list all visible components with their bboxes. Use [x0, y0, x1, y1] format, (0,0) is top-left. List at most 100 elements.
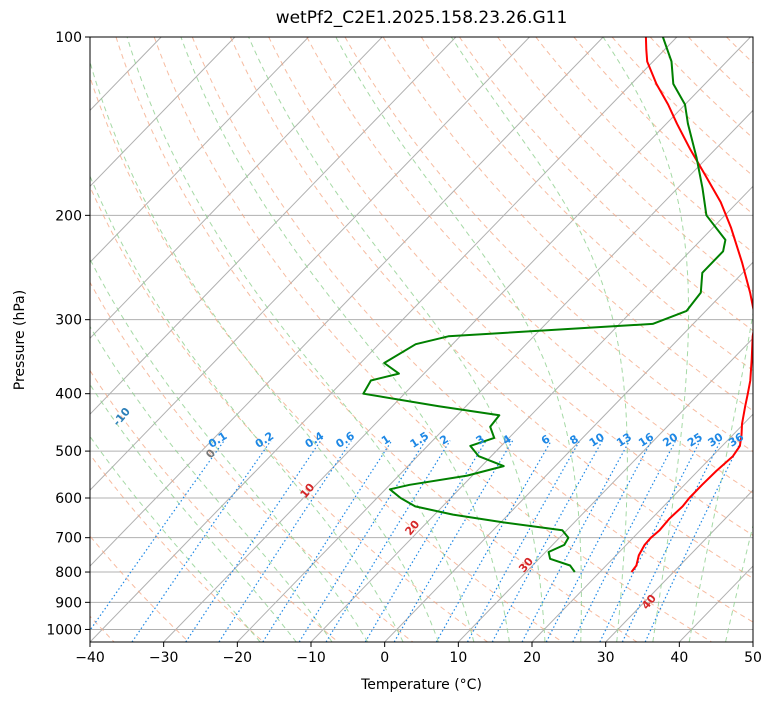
isotherm-line [457, 337, 753, 642]
y-tick-label: 500 [55, 444, 82, 460]
moist-adiabat-line [248, 37, 546, 642]
dry-adiabat-line [90, 615, 115, 642]
mixing-ratio-line [185, 440, 322, 642]
y-tick-label: 1000 [46, 622, 82, 638]
x-tick-label: −10 [296, 650, 326, 666]
mixing-ratio-label: 0.1 [206, 429, 229, 451]
isotherm-line [384, 261, 753, 642]
moist-adiabat-line [90, 383, 297, 642]
mixing-ratio-line [644, 440, 742, 642]
moist-adiabat-line [450, 37, 628, 642]
isotherm-line [752, 641, 753, 642]
y-tick-label: 800 [55, 565, 82, 581]
y-tick-label: 700 [55, 531, 82, 547]
mixing-ratio-line [491, 440, 603, 642]
mixing-ratio-line [621, 440, 722, 642]
dry-adiabat-line [90, 75, 563, 642]
isotherm-line [531, 413, 753, 642]
moist-adiabat-line [90, 325, 333, 642]
mixing-ratio-line [262, 440, 393, 642]
x-tick-label: −40 [75, 650, 105, 666]
mixing-ratio-line [298, 440, 426, 642]
chart-title: wetPf2_C2E1.2025.158.23.26.G11 [275, 8, 568, 28]
dry-adiabat-line [306, 37, 753, 494]
dry-adiabat-line [726, 37, 753, 64]
dry-adiabat-line [535, 37, 753, 254]
mixing-ratio-line [218, 440, 352, 642]
dry-adiabat-line [153, 37, 712, 642]
dry-adiabat-label: -10 [110, 405, 133, 429]
moist-adiabat-line [180, 37, 510, 642]
mixing-ratio-line [435, 440, 552, 642]
mixing-ratio-line [393, 440, 514, 642]
mixing-ratio-label: 8 [567, 432, 581, 447]
mixing-ratio-label: 30 [706, 430, 726, 449]
y-tick-label: 100 [55, 30, 82, 46]
isotherm-line [90, 37, 309, 263]
x-tick-label: 20 [523, 650, 541, 666]
y-tick-label: 900 [55, 595, 82, 611]
dry-adiabat-label: 20 [403, 518, 423, 538]
isotherm-line [605, 489, 753, 642]
mixing-ratio-line [599, 440, 701, 642]
mixing-ratio-label: 0.2 [253, 429, 276, 451]
mixing-ratio-line [364, 440, 487, 642]
dewpoint-profile-line [362, 37, 727, 573]
isotherm-line [90, 37, 236, 188]
isotherm-line [90, 37, 678, 642]
mixing-ratio-label: 2 [437, 432, 451, 447]
mixing-ratio-line [325, 440, 451, 642]
dry-adiabat-line [90, 535, 190, 642]
x-axis-label: Temperature (°C) [361, 677, 482, 693]
x-tick-label: 10 [449, 650, 467, 666]
isotherm-line [310, 185, 753, 642]
dry-adiabat-line [0, 37, 39, 642]
isotherm-line [90, 37, 604, 567]
dry-adiabat-line [765, 37, 775, 642]
mixing-ratio-line [131, 440, 272, 642]
dry-adiabat-line [230, 37, 753, 579]
y-tick-label: 600 [55, 491, 82, 507]
mixing-ratio-label: 1.5 [408, 429, 431, 451]
mixing-ratio-label: 0.4 [303, 429, 327, 451]
moist-adiabat-line [602, 37, 690, 642]
x-tick-label: 50 [744, 650, 762, 666]
dry-adiabat-line [191, 37, 753, 623]
isotherm-line [90, 37, 457, 415]
moist-adiabat-line [90, 174, 404, 642]
isotherm-line [236, 109, 753, 642]
y-tick-label: 300 [55, 313, 82, 329]
dry-adiabat-line [497, 37, 753, 293]
dry-adiabat-line [90, 369, 339, 642]
dry-adiabat-line [268, 37, 753, 536]
dry-adiabat-line [90, 185, 488, 642]
mixing-ratio-label: 1 [379, 432, 393, 447]
plot-frame [89, 36, 754, 643]
mixing-ratio-label: 25 [685, 430, 705, 449]
moist-adiabat-line [126, 37, 475, 642]
mixing-ratio-line [466, 440, 581, 642]
temperature-profile-line [630, 37, 753, 573]
x-tick-label: 30 [597, 650, 615, 666]
mixing-ratio-label: 10 [587, 430, 607, 449]
isotherm-line [163, 37, 751, 642]
mixing-ratio-line [521, 440, 631, 642]
dry-adiabat-line [649, 37, 753, 139]
x-tick-label: 40 [670, 650, 688, 666]
isotherm-line [90, 37, 530, 491]
mixing-ratio-label: 20 [660, 430, 680, 449]
mixing-ratio-label: 0.6 [333, 429, 357, 451]
mixing-ratio-label: 16 [636, 430, 656, 449]
dry-adiabat-line [90, 281, 414, 642]
y-tick-label: 400 [55, 387, 82, 403]
dry-adiabat-line [90, 453, 264, 642]
moist-adiabat-line [688, 310, 753, 642]
dry-adiabat-line [115, 37, 638, 642]
moist-adiabat-line [725, 523, 753, 642]
dry-adiabat-line [458, 37, 753, 332]
dry-adiabat-label: -20 [29, 368, 52, 392]
moist-adiabat-line [90, 60, 439, 642]
x-tick-label: −30 [149, 650, 179, 666]
